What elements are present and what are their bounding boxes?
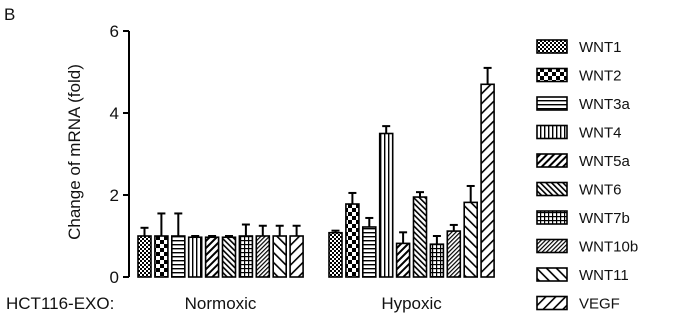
bar-wnt4-hypoxic (378, 132, 394, 278)
legend-label-wnt3a: WNT3a (579, 96, 630, 113)
bar-wnt4-normoxic (187, 236, 203, 278)
bar-vegf-normoxic (289, 235, 304, 278)
row-label: HCT116-EXO: (6, 294, 114, 313)
legend-label-vegf: VEGF (579, 296, 620, 313)
category-labels: Normoxic Hypoxic (185, 294, 443, 313)
bar-wnt3a-normoxic (171, 235, 186, 278)
category-label-hypoxic: Hypoxic (381, 294, 442, 313)
bar-wnt2-normoxic (154, 235, 169, 278)
legend-label-wnt7b: WNT7b (579, 210, 630, 227)
legend-swatch-wnt1 (536, 39, 568, 54)
legend: WNT1 WNT2 WNT3a WNT4 WNT5a WNT6 WNT7b WNT10b WNT… (536, 39, 638, 313)
bar-vegf-hypoxic (480, 83, 495, 278)
bar-wnt1-hypoxic (328, 231, 343, 278)
bar-wnt11-hypoxic (463, 201, 479, 278)
y-tick-label: 0 (110, 268, 119, 287)
legend-label-wnt2: WNT2 (579, 68, 622, 85)
y-axis-label: Change of mRNA (fold) (65, 64, 84, 240)
y-tick-label: 4 (110, 104, 119, 123)
bar-wnt2-hypoxic (345, 203, 360, 278)
bar-wnt5a-normoxic (204, 236, 220, 278)
bar-wnt1-normoxic (137, 235, 152, 278)
bar-wnt10b-hypoxic (446, 230, 462, 278)
category-label-normoxic: Normoxic (185, 294, 257, 313)
bar-wnt11-normoxic (272, 235, 288, 278)
bars (137, 66, 495, 278)
legend-swatch-vegf (536, 295, 568, 311)
bar-wnt10b-normoxic (255, 235, 271, 278)
bar-wnt6-normoxic (221, 236, 237, 278)
legend-label-wnt1: WNT1 (579, 39, 622, 56)
legend-swatch-wnt11 (536, 267, 568, 282)
legend-label-wnt4: WNT4 (579, 125, 622, 142)
legend-label-wnt11: WNT11 (579, 267, 629, 284)
y-tick-label: 2 (110, 186, 119, 205)
panel-label: B (4, 5, 15, 24)
legend-label-wnt10b: WNT10b (579, 239, 638, 256)
legend-swatch-wnt4 (536, 124, 568, 140)
legend-label-wnt6: WNT6 (579, 182, 622, 199)
bar-wnt7b-normoxic (238, 235, 254, 278)
legend-swatch-wnt10b (536, 238, 568, 254)
bar-wnt5a-hypoxic (395, 242, 411, 278)
legend-label-wnt5a: WNT5a (579, 153, 630, 170)
legend-swatch-wnt6 (536, 181, 568, 197)
bar-wnt7b-hypoxic (429, 243, 445, 278)
axes: 0 2 4 6 (110, 22, 130, 287)
y-tick-label: 6 (110, 22, 119, 41)
legend-swatch-wnt5a (536, 153, 568, 168)
bar-wnt6-hypoxic (412, 196, 428, 278)
legend-swatch-wnt2 (536, 67, 568, 83)
bar-wnt3a-hypoxic (361, 226, 377, 278)
legend-swatch-wnt7b (536, 210, 568, 225)
legend-swatch-wnt3a (536, 96, 568, 111)
